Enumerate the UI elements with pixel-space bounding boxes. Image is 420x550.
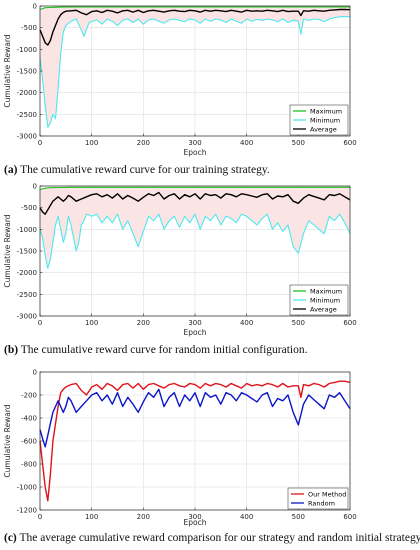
chart-a-x-axis-label: Epoch <box>184 148 207 157</box>
chart-a-x-tick-label: 500 <box>292 139 305 147</box>
chart-b-x-tick-label: 200 <box>137 319 150 327</box>
chart-c-x-tick-label: 500 <box>292 513 305 521</box>
chart-c-x-tick-label: 400 <box>240 513 253 521</box>
chart-c-y-tick-label: 0 <box>33 369 37 377</box>
chart-c-y-tick-label: -200 <box>21 392 37 400</box>
chart-b-series-line-0 <box>39 186 350 191</box>
chart-b-range-band <box>40 187 350 267</box>
chart-b-x-tick-label: 100 <box>85 319 98 327</box>
chart-b-x-tick-label: 400 <box>240 319 253 327</box>
caption-a-label: (a) <box>4 164 18 176</box>
chart-a-y-tick-label: -3000 <box>17 133 37 141</box>
chart-c-x-tick-label: 200 <box>137 513 150 521</box>
chart-b-x-tick-label: 300 <box>188 319 201 327</box>
chart-a-y-tick-label: -2500 <box>17 111 37 119</box>
chart-a-series-line-1 <box>39 15 351 128</box>
chart-b-y-tick-label: -2000 <box>17 269 37 277</box>
caption-a: (a) The cumulative reward curve for our … <box>4 164 270 176</box>
chart-b-x-tick-label: 500 <box>292 319 305 327</box>
chart-b-legend-label-0: Maximum <box>310 287 342 295</box>
chart-a-y-tick-label: -1000 <box>17 46 37 54</box>
chart-c-y-tick-label: -1000 <box>17 484 37 492</box>
chart-c-y-tick-label: -800 <box>21 461 37 469</box>
caption-b-label: (b) <box>4 344 19 356</box>
chart-c: 0 100 200 300 400 500 600 0 -200 -400 -600 -800 -100… <box>3 369 357 528</box>
caption-a-text: The cumulative reward curve for our trai… <box>20 164 270 176</box>
chart-a-legend-label-1: Minimum <box>310 116 340 124</box>
chart-c-series-line-1 <box>39 388 351 448</box>
chart-c-y-tick-label: -600 <box>21 438 37 446</box>
chart-b-y-tick-label: -3000 <box>17 313 37 321</box>
chart-a-y-tick-label: -1500 <box>17 68 37 76</box>
chart-b: 0 100 200 300 400 500 600 0 -500 -1000 -1500 -2000 -… <box>3 183 357 338</box>
chart-a-y-tick-label: -500 <box>21 24 37 32</box>
chart-b-series-line-1 <box>39 213 351 269</box>
chart-c-y-tick-label: -1200 <box>17 507 37 515</box>
chart-c-legend <box>287 487 349 510</box>
chart-a-x-tick-label: 600 <box>343 139 356 147</box>
chart-c-x-tick-label: 0 <box>38 513 42 521</box>
chart-a: 0 100 200 300 400 500 600 0 -500 -1000 -1500 -2000 -… <box>3 3 357 158</box>
chart-a-range-band <box>40 6 350 127</box>
chart-a-x-tick-label: 400 <box>240 139 253 147</box>
chart-a-y-tick-label: -2000 <box>17 89 37 97</box>
chart-b-y-tick-label: 0 <box>33 183 37 191</box>
chart-b-y-axis-label: Cumulative Reward <box>3 214 12 287</box>
chart-c-x-tick-label: 100 <box>85 513 98 521</box>
chart-a-legend-label-2: Average <box>310 125 337 133</box>
caption-c-text: The average cumulative reward comparison… <box>19 532 420 544</box>
chart-a-series-line-0 <box>39 6 350 11</box>
chart-b-y-tick-label: -1000 <box>17 226 37 234</box>
caption-c-label: (c) <box>4 532 17 544</box>
chart-a-y-tick-label: 0 <box>33 3 37 11</box>
chart-c-y-tick-label: -400 <box>21 415 37 423</box>
chart-c-y-axis-label: Cumulative Reward <box>3 404 12 477</box>
chart-b-series-line-2 <box>39 191 351 215</box>
chart-a-y-axis-label: Cumulative Reward <box>3 34 12 107</box>
caption-b: (b) The cumulative reward curve for rand… <box>4 344 308 356</box>
chart-c-x-tick-label: 600 <box>343 513 356 521</box>
chart-a-series-line-2 <box>39 8 351 46</box>
chart-a-legend-label-0: Maximum <box>310 107 342 115</box>
chart-a-x-tick-label: 300 <box>188 139 201 147</box>
chart-c-x-tick-label: 300 <box>188 513 201 521</box>
chart-a-x-tick-label: 100 <box>85 139 98 147</box>
chart-b-x-axis-label: Epoch <box>184 328 207 337</box>
chart-b-legend-label-1: Minimum <box>310 296 340 304</box>
chart-a-x-tick-label: 0 <box>38 139 42 147</box>
chart-c-legend-label-1: Random <box>308 499 335 507</box>
chart-b-y-tick-label: -2500 <box>17 291 37 299</box>
chart-b-y-tick-label: -500 <box>21 204 37 212</box>
chart-c-series-line-0 <box>39 380 351 502</box>
chart-a-x-tick-label: 200 <box>137 139 150 147</box>
chart-b-x-tick-label: 0 <box>38 319 42 327</box>
chart-c-x-axis-label: Epoch <box>184 518 207 527</box>
caption-c: (c) The average cumulative reward compar… <box>4 532 420 544</box>
chart-b-y-tick-label: -1500 <box>17 248 37 256</box>
chart-b-x-tick-label: 600 <box>343 319 356 327</box>
chart-b-legend-label-2: Average <box>310 305 337 313</box>
chart-c-legend-label-0: Our Method <box>308 490 346 498</box>
caption-b-text: The cumulative reward curve for random i… <box>20 344 308 356</box>
